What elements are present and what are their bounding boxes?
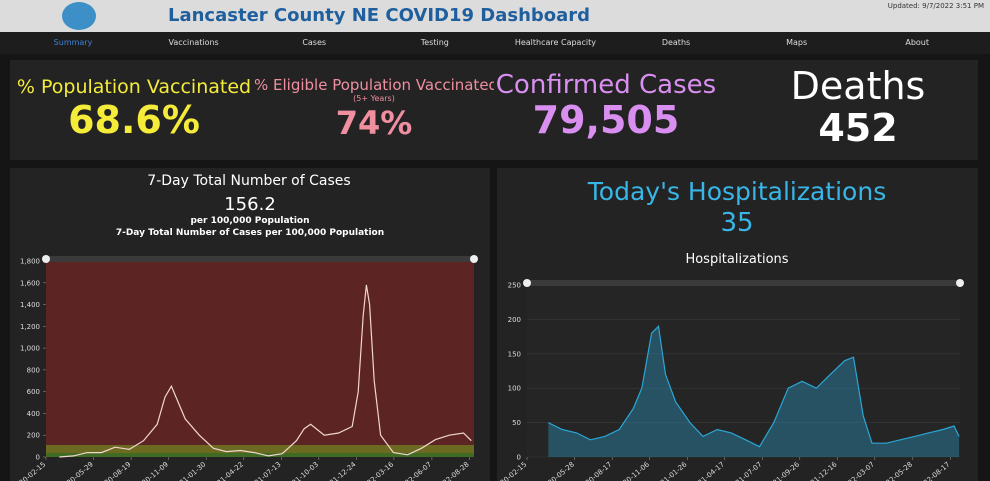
x-tick-label: 2020-05-29	[59, 460, 95, 481]
x-tick-label: 2021-09-26	[765, 460, 802, 481]
header: Lancaster County NE COVID19 Dashboard Up…	[0, 0, 990, 32]
kpi-value: 74%	[335, 104, 413, 142]
slider-handle	[470, 255, 478, 263]
slider-track	[527, 280, 960, 286]
plot-background	[527, 285, 960, 457]
kpi: % Eligible Population Vaccinated (5+ Year…	[254, 60, 494, 143]
x-tick-label: 2021-01-30	[171, 460, 207, 481]
nav-item[interactable]: Deaths	[661, 38, 691, 47]
y-tick-label: 0	[517, 454, 521, 462]
panel-text: per 100,000 Population	[190, 216, 309, 226]
y-tick-label: 1,600	[20, 279, 40, 287]
nav-item[interactable]: Healthcare Capacity	[514, 38, 596, 47]
kpi-panel: % Population Vaccinated 68.6%% Eligible P…	[10, 60, 978, 160]
x-tick-label: 2020-11-06	[615, 460, 652, 481]
y-tick-label: 400	[27, 410, 40, 418]
x-tick-label: 2022-08-17	[915, 460, 951, 481]
kpi-label: Confirmed Cases	[495, 70, 717, 100]
nav-item[interactable]: Cases	[302, 38, 327, 47]
y-tick-label: 200	[508, 316, 521, 324]
x-tick-label: 2022-03-16	[359, 460, 396, 481]
line	[548, 325, 960, 448]
x-tick-label: 2021-01-26	[652, 460, 689, 481]
x-tick-label: 2020-05-28	[540, 460, 576, 481]
x-tick-label: 2020-08-19	[96, 460, 132, 481]
x-tick-label: 2020-08-17	[577, 460, 613, 481]
dashboard-title: Lancaster County NE COVID19 Dashboard	[168, 5, 591, 26]
y-tick-label: 250	[508, 282, 521, 290]
kpi: % Population Vaccinated 68.6%	[14, 60, 254, 142]
y-tick-label: 1,200	[20, 323, 40, 331]
nav-item[interactable]: Summary	[53, 38, 93, 47]
y-tick-label: 100	[508, 385, 521, 393]
nav-bar: Summary Vaccinations Cases Testing Healthcar…	[0, 32, 990, 54]
logo	[62, 2, 96, 30]
x-tick-label: 2022-08-28	[434, 460, 470, 481]
line	[59, 284, 472, 458]
kpi-label: % Population Vaccinated	[16, 76, 252, 98]
updated: Updated: 9/7/2022 3:51 PM	[887, 2, 984, 10]
nav-item[interactable]: Vaccinations	[168, 38, 219, 47]
x-tick-label: 2020-02-15	[11, 460, 47, 481]
nav-item[interactable]: Maps	[786, 38, 808, 47]
slider-handle	[956, 279, 964, 287]
slider-track	[46, 256, 474, 262]
x-tick-label: 2022-06-07	[397, 460, 433, 481]
panel-text: 7-Day Total Number of Cases	[147, 173, 350, 189]
x-tick-label: 2021-07-07	[727, 460, 763, 481]
y-tick-label: 200	[27, 432, 40, 440]
panel-text: 156.2	[224, 194, 276, 215]
nav-item[interactable]: Testing	[420, 38, 449, 47]
x-tick-label: 2021-04-22	[209, 460, 245, 481]
panel-text: Hospitalizations	[685, 252, 788, 267]
y-tick-label: 50	[512, 419, 521, 427]
panel-text: Today's Hospitalizations	[587, 177, 886, 206]
x-tick-label: 2022-05-28	[878, 460, 914, 481]
band-low	[46, 453, 474, 457]
y-tick-label: 1,000	[20, 345, 40, 353]
kpi: Deaths 452	[738, 60, 978, 148]
kpi-value: 452	[818, 106, 898, 148]
kpi-value: 68.6%	[68, 98, 200, 142]
nav-item[interactable]: About	[905, 38, 930, 47]
panel-text: 35	[720, 208, 753, 238]
x-tick-label: 2021-12-24	[321, 460, 358, 481]
kpi: Confirmed Cases 79,505	[486, 60, 726, 140]
band-moderate	[46, 445, 474, 453]
x-tick-label: 2022-03-07	[840, 460, 876, 481]
kpi-value: 79,505	[532, 98, 680, 140]
y-tick-label: 1,400	[20, 301, 40, 309]
y-tick-label: 0	[36, 454, 40, 462]
x-tick-label: 2021-12-16	[802, 460, 839, 481]
area	[548, 326, 960, 457]
x-tick-label: 2020-11-09	[134, 460, 170, 481]
slider-handle	[523, 279, 531, 287]
y-tick-label: 1,800	[20, 258, 40, 266]
plot-background	[46, 261, 474, 457]
panel-text: 7-Day Total Number of Cases per 100,000 …	[116, 228, 384, 238]
kpi-sublabel: (5+ Years)	[353, 94, 395, 103]
kpi-label: % Eligible Population Vaccinated	[254, 76, 494, 94]
x-tick-label: 2021-07-13	[246, 460, 282, 481]
x-tick-label: 2021-10-03	[284, 460, 320, 481]
y-tick-label: 600	[27, 388, 40, 396]
x-tick-label: 2021-04-17	[690, 460, 726, 481]
x-tick-label: 2020-02-15	[492, 460, 528, 481]
kpi-label: Deaths	[790, 64, 926, 108]
slider-handle	[42, 255, 50, 263]
y-tick-label: 150	[508, 350, 521, 358]
y-tick-label: 800	[27, 366, 40, 374]
